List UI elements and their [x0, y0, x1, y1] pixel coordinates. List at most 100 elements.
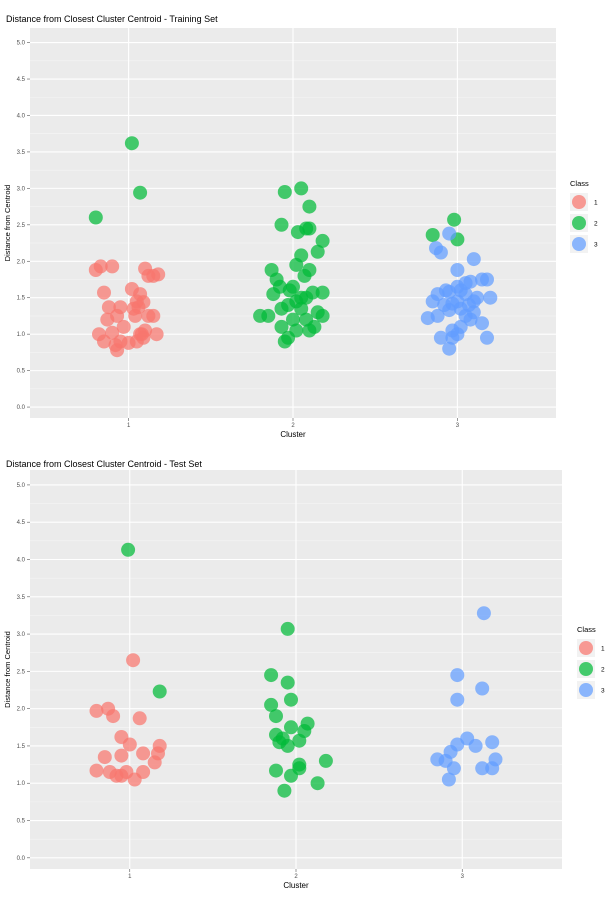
x-tick-label: 3	[456, 423, 460, 429]
y-axis-label: Distance from Centroid	[3, 185, 12, 262]
data-point-class-2	[292, 757, 307, 772]
legend-swatch-class-3	[572, 237, 586, 251]
x-axis-label: Cluster	[280, 430, 306, 439]
y-tick-label: 0.5	[17, 819, 26, 825]
x-tick-label: 3	[461, 874, 465, 880]
data-point-class-3	[450, 692, 465, 707]
data-point-class-3	[458, 276, 473, 291]
data-point-class-2	[425, 228, 440, 242]
data-point-class-1	[93, 259, 108, 274]
data-point-class-3	[437, 298, 452, 312]
data-point-class-3	[450, 668, 465, 683]
data-point-class-2	[310, 244, 325, 259]
data-point-class-3	[442, 341, 457, 356]
data-point-class-1	[136, 746, 151, 761]
data-point-class-1	[151, 267, 166, 282]
data-point-class-3	[425, 294, 440, 309]
data-point-class-3	[450, 327, 465, 342]
data-point-class-3	[450, 263, 465, 277]
y-tick-label: 2.5	[17, 223, 26, 229]
data-point-class-2	[264, 697, 279, 712]
legend-label: 3	[594, 242, 598, 249]
x-tick-label: 2	[294, 874, 298, 880]
data-point-class-3	[433, 245, 448, 260]
y-tick-label: 4.0	[17, 113, 26, 119]
x-axis-label: Cluster	[283, 881, 309, 890]
x-tick-label: 1	[127, 423, 131, 429]
data-point-class-3	[485, 735, 500, 750]
data-point-class-1	[126, 653, 141, 668]
data-point-class-1	[101, 300, 116, 315]
data-point-class-2	[318, 753, 333, 768]
y-tick-label: 0.0	[17, 856, 26, 862]
data-point-class-1	[122, 737, 137, 752]
legend-swatch-class-3	[579, 683, 593, 697]
y-tick-label: 3.0	[17, 632, 26, 638]
data-point-class-2	[299, 290, 314, 305]
data-point-class-3	[466, 252, 481, 267]
data-point-class-1	[89, 703, 104, 718]
data-point-class-2	[280, 675, 295, 690]
y-tick-label: 1.0	[17, 781, 26, 787]
data-point-class-1	[152, 738, 167, 753]
data-point-class-2	[307, 319, 322, 334]
chart-title: Distance from Closest Cluster Centroid -…	[6, 459, 202, 469]
data-point-class-3	[475, 761, 490, 776]
y-tick-label: 0.0	[17, 405, 26, 411]
y-tick-label: 1.0	[17, 332, 26, 338]
chart-title: Distance from Closest Cluster Centroid -…	[6, 14, 218, 24]
data-point-class-1	[116, 319, 131, 334]
y-tick-label: 4.5	[17, 77, 26, 83]
data-point-class-1	[89, 763, 104, 778]
data-point-class-3	[446, 761, 461, 776]
data-point-class-2	[152, 684, 167, 699]
data-point-class-2	[286, 312, 300, 327]
data-point-class-3	[476, 606, 491, 621]
data-point-class-2	[280, 621, 295, 636]
y-tick-label: 1.5	[17, 296, 26, 302]
data-point-class-2	[133, 185, 148, 200]
legend-title: Class	[570, 179, 589, 188]
data-point-class-2	[274, 301, 289, 316]
data-point-class-2	[294, 301, 309, 316]
data-point-class-1	[97, 750, 112, 765]
data-point-class-1	[110, 308, 125, 323]
y-tick-label: 4.0	[17, 557, 26, 563]
data-point-class-2	[310, 305, 325, 320]
legend-label: 1	[601, 646, 605, 653]
data-point-class-2	[277, 185, 292, 199]
test-scatter-plot: 0.0 0.5 1.0 1.5 2.0 2.5 3.0 3.5 4.0 4.5 5.0 1 2 3 Clus…	[3, 470, 605, 890]
legend-swatch-class-1	[579, 641, 593, 655]
data-point-class-2	[277, 334, 292, 349]
data-point-class-2	[447, 212, 462, 227]
data-point-class-3	[480, 330, 494, 345]
y-tick-label: 5.0	[17, 41, 26, 47]
y-tick-label: 3.0	[17, 186, 26, 192]
data-point-class-3	[475, 316, 489, 331]
data-point-class-2	[264, 668, 279, 683]
data-point-class-2	[269, 763, 283, 778]
legend-swatch-class-1	[572, 195, 586, 209]
data-point-class-1	[105, 325, 120, 340]
data-point-class-1	[146, 308, 161, 323]
y-tick-label: 2.0	[17, 707, 26, 713]
data-point-class-1	[136, 330, 151, 345]
y-tick-label: 5.0	[17, 483, 26, 489]
data-point-class-1	[105, 259, 120, 274]
data-point-class-1	[147, 755, 162, 770]
data-point-class-3	[475, 681, 490, 696]
y-tick-label: 4.5	[17, 520, 26, 526]
legend-label: 2	[601, 667, 605, 674]
legend-label: 2	[594, 221, 598, 228]
data-point-class-3	[483, 290, 498, 305]
data-point-class-2	[121, 542, 136, 557]
y-axis-label: Distance from Centroid	[3, 631, 12, 708]
legend-swatch-class-2	[572, 216, 586, 230]
y-tick-label: 3.5	[17, 150, 26, 156]
data-point-class-1	[97, 285, 111, 300]
data-point-class-3	[442, 226, 457, 241]
data-point-class-2	[124, 136, 139, 151]
data-point-class-1	[149, 327, 164, 342]
data-point-class-2	[315, 285, 330, 300]
data-point-class-2	[284, 768, 298, 783]
